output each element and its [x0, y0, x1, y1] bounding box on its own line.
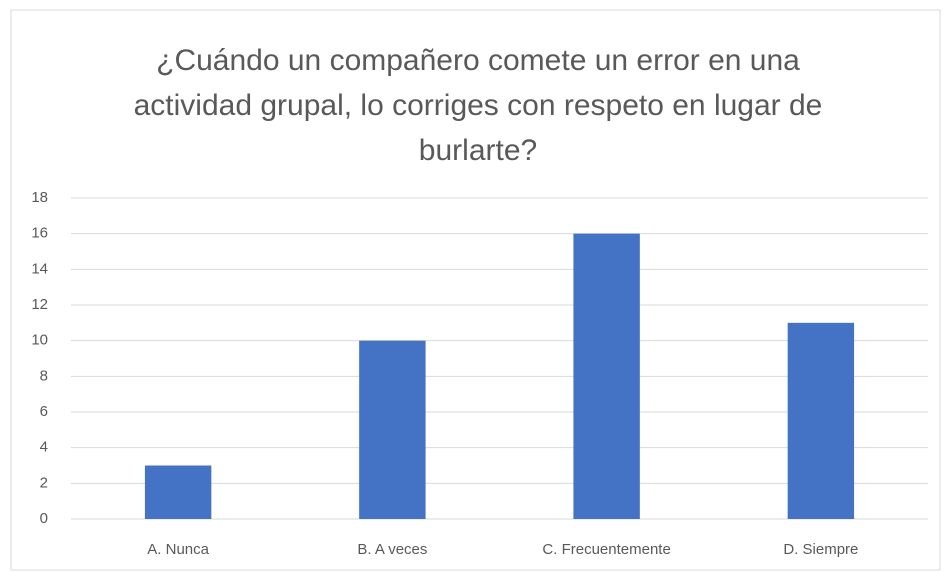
y-tick-label: 4 [40, 439, 48, 456]
y-tick-label: 16 [31, 225, 48, 242]
y-tick-label: 14 [31, 260, 48, 277]
x-tick-label: A. Nunca [147, 541, 209, 558]
bar [787, 322, 855, 519]
y-tick-label: 12 [31, 296, 48, 313]
y-tick-label: 18 [31, 189, 48, 206]
x-tick-label: C. Frecuentemente [542, 541, 670, 558]
chart-title: ¿Cuándo un compañero comete un error en … [133, 44, 823, 167]
y-tick-label: 0 [40, 510, 48, 527]
y-tick-label: 10 [31, 332, 48, 349]
y-tick-label: 8 [40, 367, 48, 384]
y-tick-label: 6 [40, 403, 48, 420]
bar [359, 340, 426, 519]
bar [573, 233, 640, 519]
x-tick-label: B. A veces [357, 541, 427, 558]
x-tick-label: D. Siempre [783, 541, 858, 558]
y-tick-label: 2 [40, 474, 48, 491]
bar [144, 465, 212, 519]
